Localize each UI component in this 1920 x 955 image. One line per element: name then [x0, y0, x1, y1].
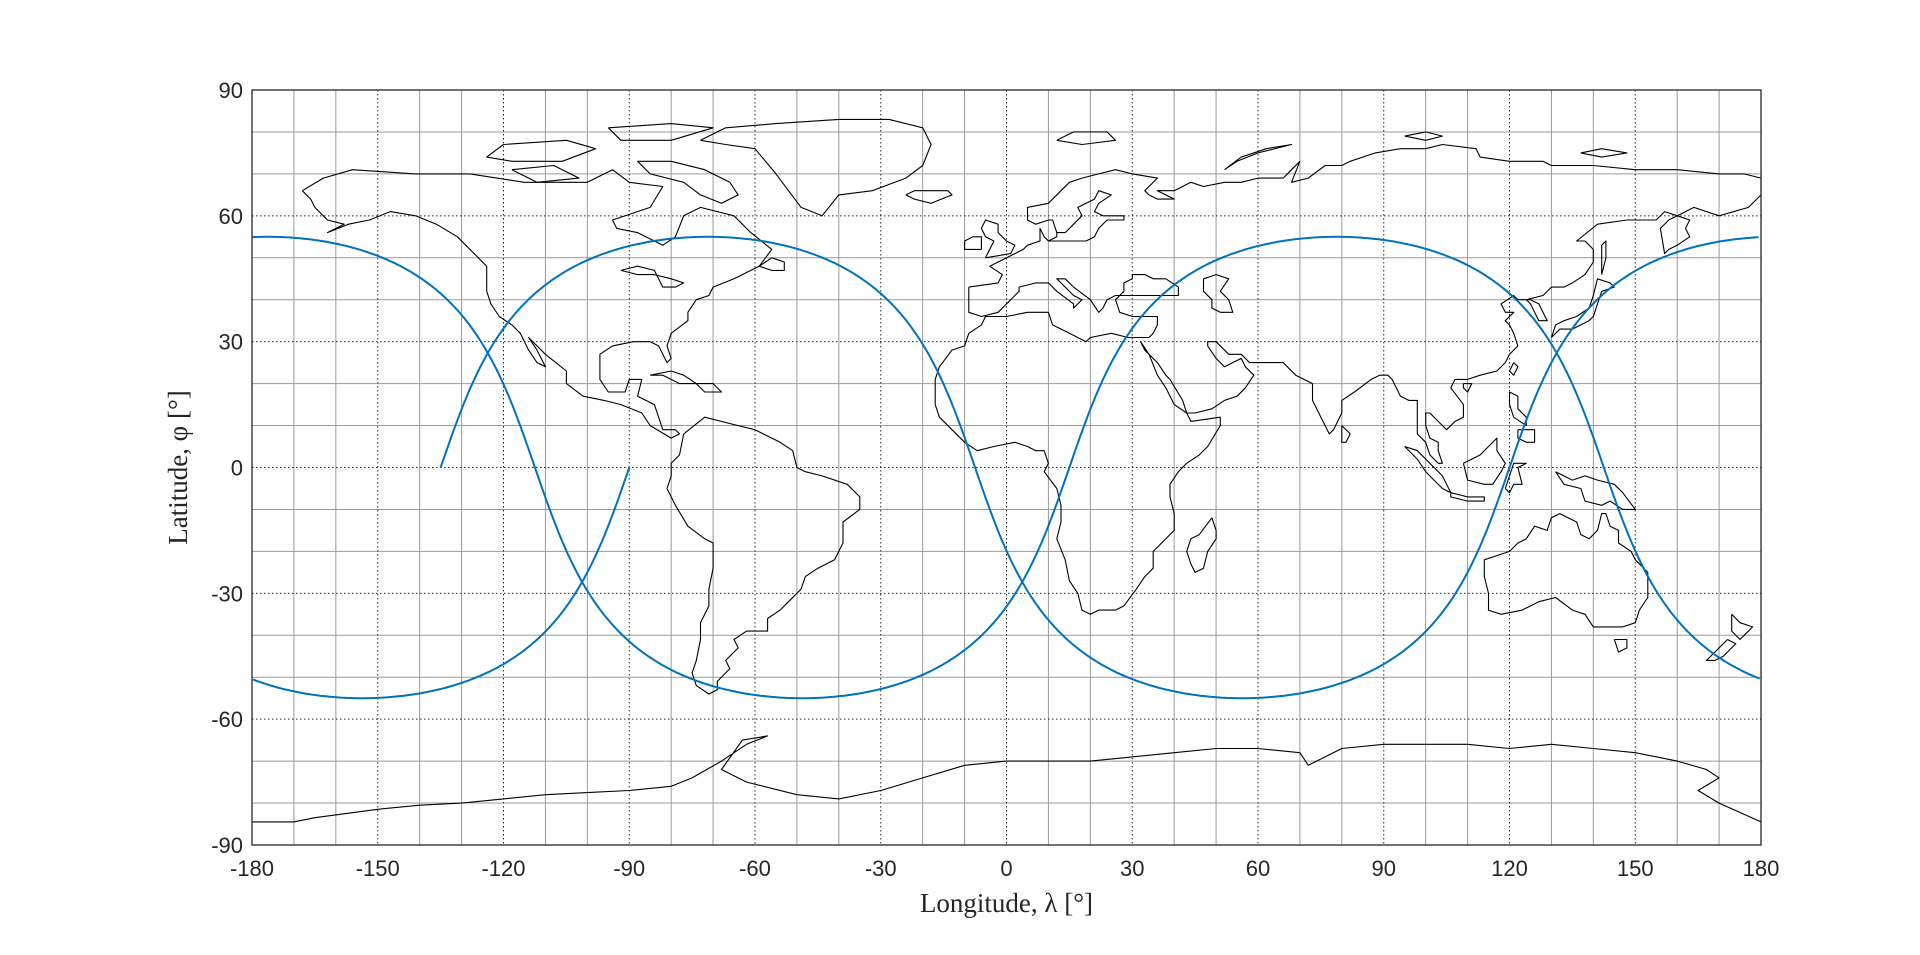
x-tick-label: 120 — [1491, 856, 1528, 881]
coastline — [1555, 471, 1636, 510]
coastline — [1580, 148, 1628, 158]
y-tick-label: 60 — [219, 204, 243, 229]
world-coastlines-map — [252, 118, 1762, 823]
plot-area — [251, 89, 1762, 846]
coastline — [1186, 517, 1217, 573]
coastline — [980, 219, 1016, 259]
coastline — [511, 164, 580, 183]
coastline — [1462, 383, 1473, 393]
x-tick-label: 180 — [1743, 856, 1780, 881]
x-tick-label: 60 — [1246, 856, 1270, 881]
coastline — [252, 735, 1762, 823]
x-tick-label: -180 — [230, 856, 274, 881]
coastline — [1404, 131, 1443, 141]
x-tick-label: -30 — [865, 856, 897, 881]
coastline — [695, 383, 723, 393]
coastline — [1731, 613, 1754, 641]
coastline — [1613, 638, 1628, 653]
coastline — [1462, 437, 1506, 485]
coastline — [637, 160, 739, 204]
y-tick-label: 30 — [219, 330, 243, 355]
coastline — [620, 265, 685, 288]
y-tick-label: 0 — [231, 456, 243, 481]
coastline — [758, 257, 785, 271]
x-tick-label: -60 — [739, 856, 771, 881]
x-tick-label: 30 — [1120, 856, 1144, 881]
y-tick-label: 90 — [219, 78, 243, 103]
y-tick-label: -60 — [211, 707, 243, 732]
coastline — [1224, 143, 1293, 171]
coastline — [1601, 240, 1607, 275]
coastline — [1504, 462, 1527, 494]
x-tick-label: 90 — [1372, 856, 1396, 881]
coastline — [1550, 278, 1615, 338]
coastline — [1508, 362, 1519, 376]
coastline — [486, 139, 597, 162]
ground-track-series — [252, 235, 1761, 700]
x-tick-label: 150 — [1617, 856, 1654, 881]
coastline — [1048, 190, 1125, 242]
coastline — [1202, 274, 1234, 313]
y-axis-label: Latitude, φ [°] — [163, 390, 193, 545]
ground-track-segment — [439, 235, 1759, 700]
coastline — [607, 123, 714, 141]
coastline — [1705, 639, 1737, 661]
axes-box — [251, 89, 1762, 846]
y-tick-label: -30 — [211, 581, 243, 606]
coastline — [666, 416, 861, 695]
x-tick-label: -150 — [356, 856, 400, 881]
x-tick-label: -90 — [613, 856, 645, 881]
ground-track-segment — [252, 467, 631, 700]
coastline — [1056, 131, 1117, 146]
y-tick-labels: -90 -60 -30 0 30 60 90 — [211, 78, 243, 858]
x-tick-label: 0 — [1000, 856, 1012, 881]
coastline — [1404, 445, 1452, 494]
x-tick-label: -120 — [481, 856, 525, 881]
coastline — [964, 236, 982, 250]
ground-track-segment — [252, 235, 1761, 700]
y-tick-label: -90 — [211, 833, 243, 858]
coastline — [905, 190, 953, 204]
x-tick-labels: -180 -150 -120 -90 -60 -30 0 30 60 90 120 150 180 — [230, 856, 1779, 881]
x-axis-label: Longitude, λ [°] — [920, 888, 1093, 918]
coastline — [1517, 429, 1536, 443]
coastline — [1483, 513, 1649, 628]
coastline — [700, 118, 932, 217]
coastline — [934, 143, 1762, 615]
coastline — [1341, 425, 1351, 443]
coastline — [1450, 492, 1485, 502]
